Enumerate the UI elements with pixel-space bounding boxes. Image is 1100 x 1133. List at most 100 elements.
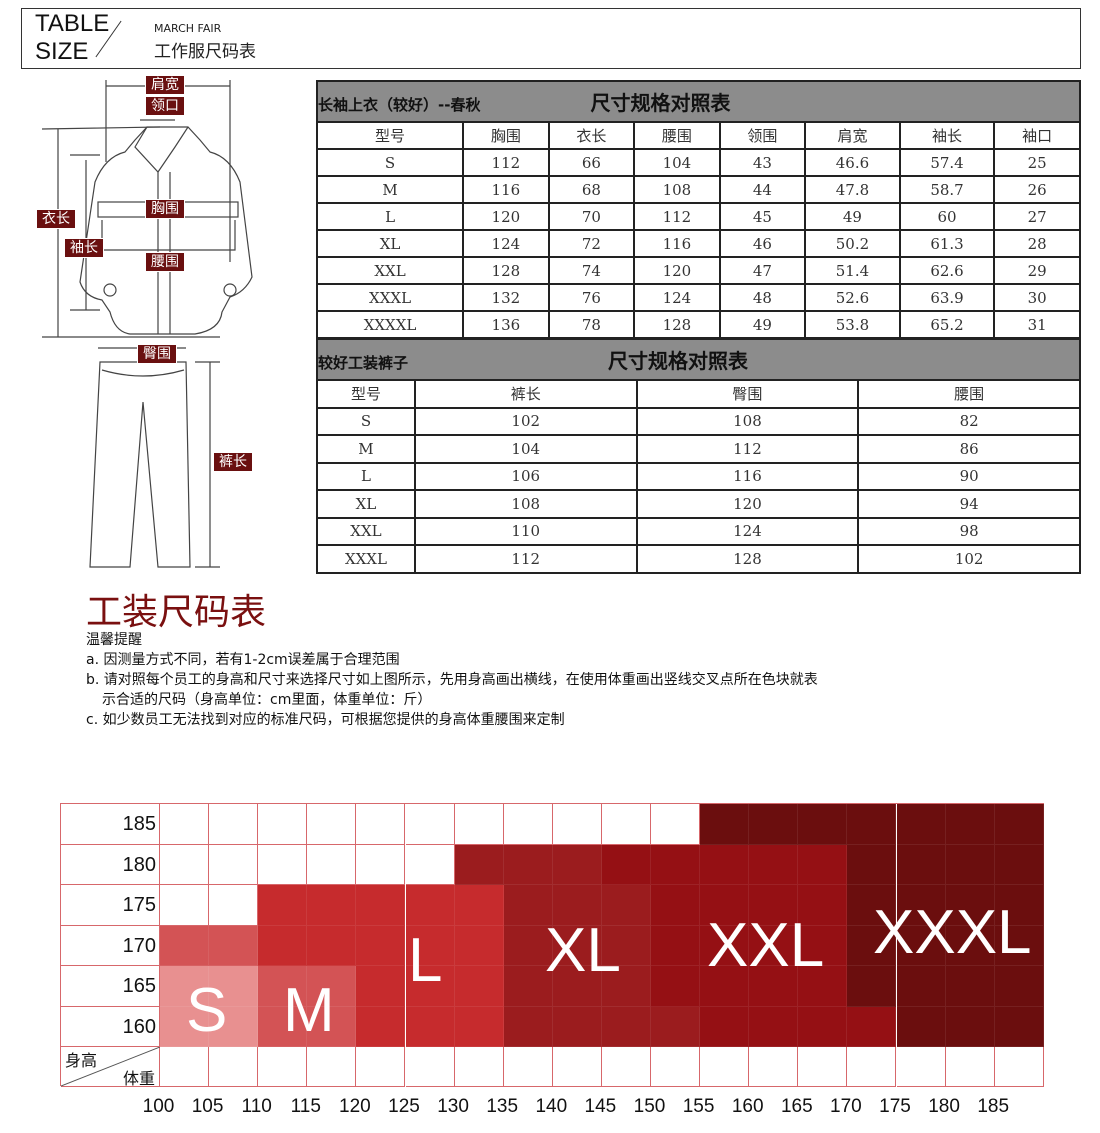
table-cell: 49 bbox=[718, 310, 807, 339]
table-cell: 27 bbox=[993, 202, 1081, 231]
grid-cell-xl bbox=[552, 966, 602, 1007]
grid-cell-xl bbox=[503, 925, 553, 966]
table-cell: 132 bbox=[462, 283, 550, 312]
weight-label: 125 bbox=[388, 1096, 420, 1117]
table-cell: 51.4 bbox=[804, 256, 901, 285]
grid-cell-xl bbox=[552, 844, 602, 885]
grid-cell-xxl bbox=[798, 1006, 848, 1047]
grid-cell bbox=[454, 1047, 504, 1087]
header-title-line1: TABLE bbox=[35, 10, 110, 37]
grid-cell bbox=[454, 804, 504, 845]
label-sleeve: 袖长 bbox=[64, 238, 104, 258]
grid-cell-xl bbox=[601, 925, 651, 966]
table-cell: 82 bbox=[857, 406, 1081, 436]
table-cell: XL bbox=[315, 229, 465, 258]
table-cell: 53.8 bbox=[804, 310, 901, 339]
grid-cell-xxxl bbox=[896, 885, 946, 926]
table-row: XXXXL 136 78 128 49 53.8 65.2 31 bbox=[315, 310, 1081, 339]
grid-cell-xl bbox=[601, 1006, 651, 1047]
weight-label: 180 bbox=[928, 1096, 960, 1117]
grid-cell bbox=[700, 1047, 750, 1087]
size-label-xl: XL bbox=[545, 916, 621, 985]
column-header: 袖口 bbox=[993, 121, 1081, 150]
table-cell: XXXXL bbox=[315, 310, 465, 339]
grid-cell bbox=[209, 844, 259, 885]
table-cell: 128 bbox=[462, 256, 550, 285]
table-row: XXXL 112 128 102 bbox=[316, 544, 1081, 574]
label-collar: 领口 bbox=[145, 96, 185, 116]
weight-label: 185 bbox=[977, 1096, 1010, 1117]
grid-cell-xxxl bbox=[896, 804, 946, 845]
table-cell: S bbox=[316, 406, 416, 436]
column-header: 衣长 bbox=[547, 121, 636, 150]
grid-cell-s bbox=[209, 966, 259, 1007]
table-cell: 45 bbox=[718, 202, 807, 231]
grid-cell-xxl bbox=[798, 966, 848, 1007]
grid-cell bbox=[503, 804, 553, 845]
grid-cell bbox=[552, 1047, 602, 1087]
grid-cell-m bbox=[258, 966, 308, 1007]
grid-cell-xxl bbox=[700, 1006, 750, 1047]
table-cell: 26 bbox=[993, 175, 1081, 204]
height-label: 180 bbox=[61, 844, 160, 885]
grid-cell-xl bbox=[503, 844, 553, 885]
grid-cell-xl bbox=[454, 844, 504, 885]
grid-cell-xxl bbox=[847, 1006, 897, 1047]
grid-cell-xxxl bbox=[847, 966, 897, 1007]
grid-cell-m bbox=[307, 966, 357, 1007]
grid-cell-xxxl bbox=[847, 804, 897, 845]
grid-cell bbox=[405, 1047, 455, 1087]
table-row: XXXL 132 76 124 48 52.6 63.9 30 bbox=[315, 283, 1081, 312]
grid-cell-xxxl bbox=[749, 804, 799, 845]
grid-cell-xxxl bbox=[994, 925, 1044, 966]
corner-diagonal bbox=[61, 1047, 160, 1087]
table-cell: 47.8 bbox=[804, 175, 901, 204]
table-row: S 112 66 104 43 46.6 57.4 25 bbox=[315, 148, 1081, 177]
table-cell: 116 bbox=[462, 175, 550, 204]
corner-weight: 体重 bbox=[122, 1071, 155, 1088]
table-cell: 61.3 bbox=[898, 229, 996, 258]
column-header: 肩宽 bbox=[804, 121, 901, 150]
table-cell: 68 bbox=[547, 175, 636, 204]
size-label-xxl: XXL bbox=[707, 911, 825, 980]
grid-cell-xl bbox=[503, 1006, 553, 1047]
table-row: S 102 108 82 bbox=[316, 406, 1081, 436]
grid-cell-xl bbox=[651, 1006, 701, 1047]
grid-cell-xl bbox=[552, 925, 602, 966]
column-header: 型号 bbox=[315, 121, 465, 150]
weight-label: 160 bbox=[731, 1096, 764, 1117]
grid-cell-l bbox=[356, 925, 406, 966]
grid-cell-l bbox=[454, 885, 504, 926]
grid-cell-xxl bbox=[749, 966, 799, 1007]
grid-cell-xl bbox=[601, 885, 651, 926]
grid-cell-xxl bbox=[798, 925, 848, 966]
page-header: TABLE SIZE MARCH FAIR 工作服尺码表 bbox=[21, 8, 1081, 69]
table-cell: XXXL bbox=[316, 544, 416, 574]
table-cell: 58.7 bbox=[898, 175, 996, 204]
label-shoulder: 肩宽 bbox=[145, 75, 185, 95]
grid-cell bbox=[307, 844, 357, 885]
table-cell: 63.9 bbox=[898, 283, 996, 312]
grid-cell-xxxl bbox=[945, 966, 995, 1007]
table-cell: 112 bbox=[462, 148, 550, 177]
column-header: 领围 bbox=[718, 121, 807, 150]
header-subtitle-cn: 工作服尺码表 bbox=[154, 42, 256, 62]
grid-cell bbox=[601, 804, 651, 845]
table-cell: XXL bbox=[316, 516, 416, 546]
table-cell: 52.6 bbox=[804, 283, 901, 312]
table-cell: 116 bbox=[635, 461, 860, 491]
notes-heading: 温馨提醒 bbox=[86, 632, 142, 648]
table-cell: 124 bbox=[633, 283, 721, 312]
grid-cell-xxl bbox=[798, 885, 848, 926]
table-cell: 65.2 bbox=[898, 310, 996, 339]
grid-cell-l bbox=[356, 966, 406, 1007]
table-cell: 49 bbox=[804, 202, 901, 231]
note-c: c. 如少数员工无法找到对应的标准尺码，可根据您提供的身高体重腰围来定制 bbox=[86, 712, 565, 728]
grid-cell bbox=[749, 1047, 799, 1087]
weight-label: 165 bbox=[780, 1096, 813, 1117]
table-cell: 120 bbox=[462, 202, 550, 231]
grid-cell bbox=[405, 844, 455, 885]
table-cell: 120 bbox=[633, 256, 721, 285]
header-title-line2: SIZE bbox=[35, 38, 89, 65]
table-cell: 57.4 bbox=[898, 148, 996, 177]
